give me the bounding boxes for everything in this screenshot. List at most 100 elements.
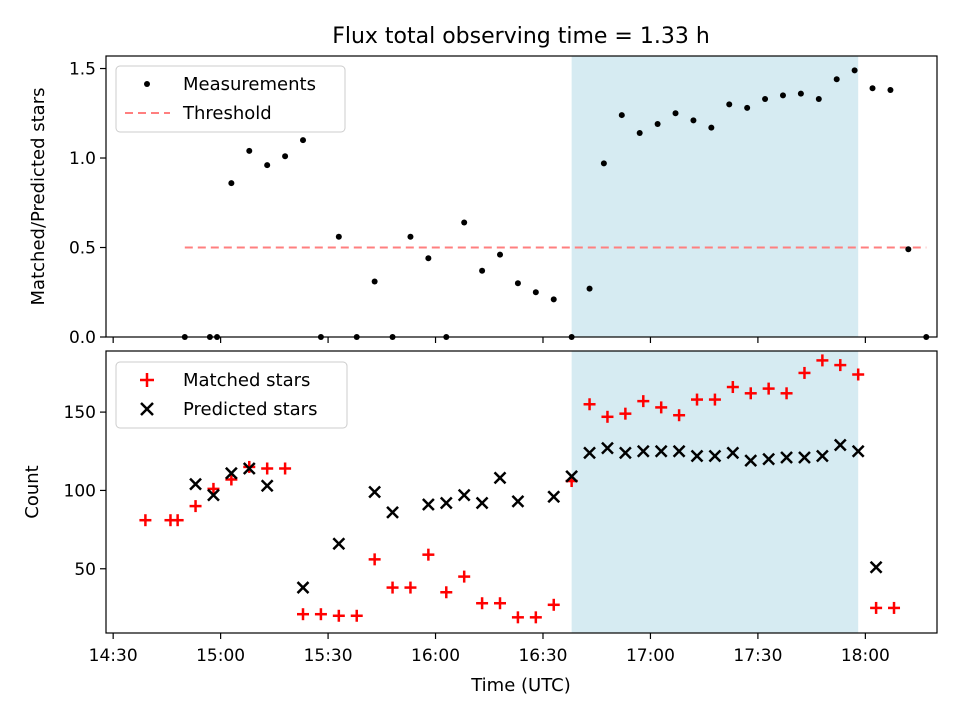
data-point-measurement <box>497 251 504 258</box>
legend-label-measurements: Measurements <box>183 74 316 95</box>
data-point-matched <box>332 609 345 622</box>
data-point-matched <box>780 387 793 400</box>
data-point-measurement <box>264 162 271 169</box>
data-point-matched <box>511 611 524 624</box>
data-point-measurement <box>479 267 486 274</box>
data-point-matched <box>314 608 327 621</box>
data-point-matched <box>888 601 901 614</box>
data-point-predicted <box>493 471 507 485</box>
highlight-span <box>571 351 859 633</box>
data-point-predicted <box>654 444 668 458</box>
data-point-measurement <box>797 90 804 97</box>
data-point-predicted <box>762 452 776 466</box>
data-point-measurement <box>690 117 697 124</box>
data-point-measurement <box>726 101 733 108</box>
data-point-predicted <box>207 488 220 502</box>
y-tick-label: 0.0 <box>69 328 96 348</box>
data-point-measurement <box>708 124 715 131</box>
data-point-predicted <box>798 451 811 464</box>
data-point-predicted <box>296 581 310 594</box>
data-point-predicted <box>565 469 579 483</box>
data-point-predicted <box>260 479 274 493</box>
y-ticks-counts: 50 100 150 <box>64 403 106 580</box>
data-point-predicted <box>475 496 489 510</box>
panel-ratio: Flux total observing time = 1.33 h 0.00.… <box>28 24 938 348</box>
data-point-matched <box>691 393 704 406</box>
data-point-predicted <box>386 505 399 519</box>
data-point-predicted <box>690 449 704 463</box>
data-point-predicted <box>189 477 202 491</box>
legend-marker-matched <box>140 373 154 387</box>
data-point-measurement <box>887 87 894 94</box>
data-point-matched <box>619 407 632 420</box>
data-point-predicted <box>726 446 740 460</box>
legend-label-matched: Matched stars <box>183 370 310 391</box>
data-point-matched <box>852 368 865 381</box>
data-point-predicted <box>547 490 561 504</box>
data-point-predicted <box>601 441 614 455</box>
x-ticks-ratio <box>112 337 866 343</box>
data-point-matched <box>798 366 811 379</box>
data-point-matched <box>583 398 596 411</box>
data-point-matched <box>870 601 883 614</box>
y-tick-label: 1.0 <box>69 149 96 169</box>
data-point-measurement <box>514 280 521 287</box>
data-point-predicted <box>457 488 471 502</box>
data-point-matched <box>261 462 274 475</box>
data-point-matched <box>476 597 489 610</box>
data-point-measurement <box>905 246 912 253</box>
x-tick-label: 17:00 <box>626 646 675 666</box>
data-point-matched <box>708 393 721 406</box>
data-point-measurement <box>851 67 858 74</box>
data-point-predicted <box>421 498 435 511</box>
data-point-measurement <box>246 147 253 154</box>
data-point-matched <box>225 473 238 486</box>
data-point-measurement <box>461 219 468 226</box>
x-tick-label: 15:30 <box>304 646 353 666</box>
data-point-predicted <box>833 438 847 452</box>
data-point-matched <box>207 482 220 495</box>
data-point-predicted <box>368 485 382 499</box>
data-point-measurement <box>586 285 593 292</box>
data-point-predicted <box>780 451 793 464</box>
y-tick-label: 1.5 <box>69 60 96 80</box>
data-point-matched <box>547 598 560 611</box>
data-point-matched <box>279 462 292 475</box>
data-point-measurement <box>618 112 625 119</box>
legend-counts: Matched stars Predicted stars <box>115 361 348 429</box>
data-point-measurement <box>282 153 289 160</box>
data-point-predicted <box>815 449 829 463</box>
y-axis-label-ratio: Matched/Predicted stars <box>28 88 49 306</box>
legend-marker-predicted <box>140 402 154 416</box>
data-point-matched <box>139 514 152 527</box>
data-point-matched <box>601 410 614 423</box>
y-ticks-ratio: 0.0 0.5 1.0 1.5 <box>69 60 106 348</box>
legend-label-predicted: Predicted stars <box>183 399 317 420</box>
data-point-matched <box>458 570 471 583</box>
legend-marker-measurements <box>144 81 150 87</box>
data-point-matched <box>297 608 310 621</box>
data-point-predicted <box>851 444 865 458</box>
data-point-measurement <box>335 233 342 240</box>
data-point-matched <box>655 401 668 414</box>
data-point-predicted <box>511 495 525 508</box>
data-point-matched <box>762 382 775 395</box>
data-point-measurement <box>869 85 876 92</box>
data-point-measurement <box>532 289 539 296</box>
data-point-predicted <box>439 496 453 510</box>
data-point-measurement <box>762 95 769 102</box>
data-point-measurement <box>815 95 822 102</box>
data-point-matched <box>368 553 381 566</box>
data-point-measurement <box>600 160 607 167</box>
y-tick-label: 0.5 <box>69 239 96 259</box>
legend-frame <box>115 65 346 133</box>
data-point-measurement <box>779 92 786 99</box>
y-tick-label: 100 <box>64 481 96 501</box>
x-tick-label: 15:00 <box>196 646 245 666</box>
plot-frame-ratio <box>105 55 938 338</box>
data-point-measurement <box>744 104 751 111</box>
chart-title: Flux total observing time = 1.33 h <box>332 24 710 49</box>
series-predicted-stars <box>189 438 883 594</box>
data-point-measurement <box>636 129 643 136</box>
